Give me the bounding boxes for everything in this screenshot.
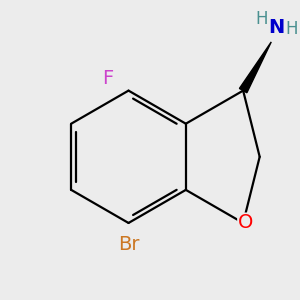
Text: N: N xyxy=(268,18,285,37)
Text: F: F xyxy=(102,69,113,88)
Text: O: O xyxy=(238,214,254,232)
Text: H: H xyxy=(286,20,298,38)
Text: H: H xyxy=(256,11,268,28)
Text: Br: Br xyxy=(118,235,139,254)
Polygon shape xyxy=(239,42,271,93)
